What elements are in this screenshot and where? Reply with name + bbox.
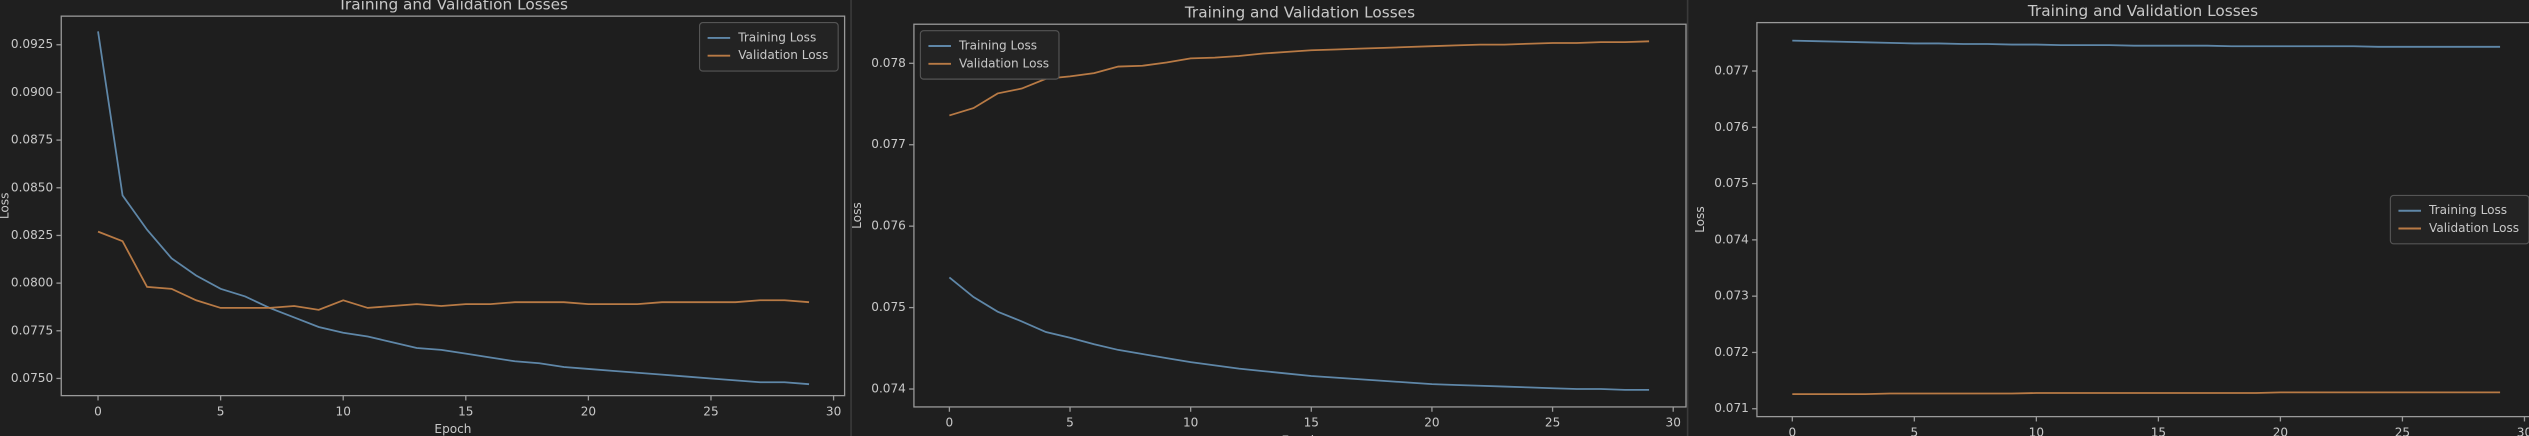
y-tick-label: 0.0825 xyxy=(11,228,53,242)
x-tick-label: 30 xyxy=(2517,425,2529,436)
y-axis-label: Loss xyxy=(0,193,11,220)
x-tick-label: 15 xyxy=(1304,416,1319,430)
legend-label: Training Loss xyxy=(958,39,1037,53)
y-tick-label: 0.076 xyxy=(871,219,906,233)
y-tick-label: 0.0900 xyxy=(11,85,53,99)
x-tick-label: 25 xyxy=(1545,416,1560,430)
y-tick-label: 0.0850 xyxy=(11,180,53,194)
data-line xyxy=(97,31,810,386)
x-tick-label: 5 xyxy=(1910,425,1918,436)
y-tick-label: 0.0775 xyxy=(11,323,53,337)
data-line xyxy=(97,230,810,311)
y-tick-label: 0.077 xyxy=(871,137,906,151)
x-tick-label: 5 xyxy=(1066,416,1074,430)
data-line xyxy=(1792,39,2501,48)
x-tick-label: 20 xyxy=(1424,416,1439,430)
legend-label: Validation Loss xyxy=(2429,221,2519,235)
legend-box xyxy=(2389,194,2529,245)
x-tick-label: 30 xyxy=(826,404,841,418)
y-tick-label: 0.073 xyxy=(1714,289,1749,303)
y-tick-label: 0.075 xyxy=(1714,176,1749,190)
x-tick-label: 0 xyxy=(946,416,954,430)
legend-label: Validation Loss xyxy=(738,48,828,62)
y-tick-label: 0.0750 xyxy=(11,371,53,385)
y-tick-label: 0.078 xyxy=(871,56,906,70)
x-axis-label: Epoch xyxy=(1281,433,1318,436)
chart-title: Training and Validation Losses xyxy=(1184,3,1415,21)
legend-box xyxy=(919,30,1060,80)
data-line xyxy=(948,276,1650,391)
y-tick-label: 0.074 xyxy=(1714,232,1749,246)
x-tick-label: 20 xyxy=(2273,425,2288,436)
x-tick-label: 20 xyxy=(581,404,596,418)
y-tick-label: 0.072 xyxy=(1714,345,1749,359)
y-tick-label: 0.076 xyxy=(1714,120,1749,134)
y-axis-label: Loss xyxy=(1693,206,1707,233)
x-tick-label: 0 xyxy=(1788,425,1796,436)
plot-area xyxy=(913,23,1687,408)
legend-label: Training Loss xyxy=(2428,203,2507,217)
y-tick-label: 0.0875 xyxy=(11,133,53,147)
x-tick-label: 0 xyxy=(94,404,102,418)
legend-label: Validation Loss xyxy=(959,56,1049,70)
legend-box xyxy=(698,22,839,72)
y-tick-label: 0.077 xyxy=(1714,64,1749,78)
x-tick-label: 10 xyxy=(1183,416,1198,430)
x-tick-label: 15 xyxy=(458,404,473,418)
x-tick-label: 10 xyxy=(2029,425,2044,436)
y-axis-label: Loss xyxy=(850,202,864,229)
x-tick-label: 25 xyxy=(2395,425,2410,436)
x-tick-label: 30 xyxy=(1666,416,1681,430)
data-line xyxy=(1792,391,2501,395)
legend-label: Training Loss xyxy=(737,30,816,44)
x-tick-label: 25 xyxy=(703,404,718,418)
y-tick-label: 0.075 xyxy=(871,300,906,314)
y-tick-label: 0.071 xyxy=(1714,401,1749,415)
chart-title: Training and Validation Losses xyxy=(2027,2,2258,20)
chart-title: Training and Validation Losses xyxy=(337,0,568,13)
x-tick-label: 10 xyxy=(336,404,351,418)
y-tick-label: 0.0800 xyxy=(11,276,53,290)
plot-area xyxy=(60,15,846,397)
x-axis-label: Epoch xyxy=(434,422,471,436)
y-tick-label: 0.074 xyxy=(871,382,906,396)
data-line xyxy=(949,40,1650,117)
x-tick-label: 15 xyxy=(2151,425,2166,436)
x-tick-label: 5 xyxy=(217,404,225,418)
y-tick-label: 0.0925 xyxy=(11,37,53,51)
